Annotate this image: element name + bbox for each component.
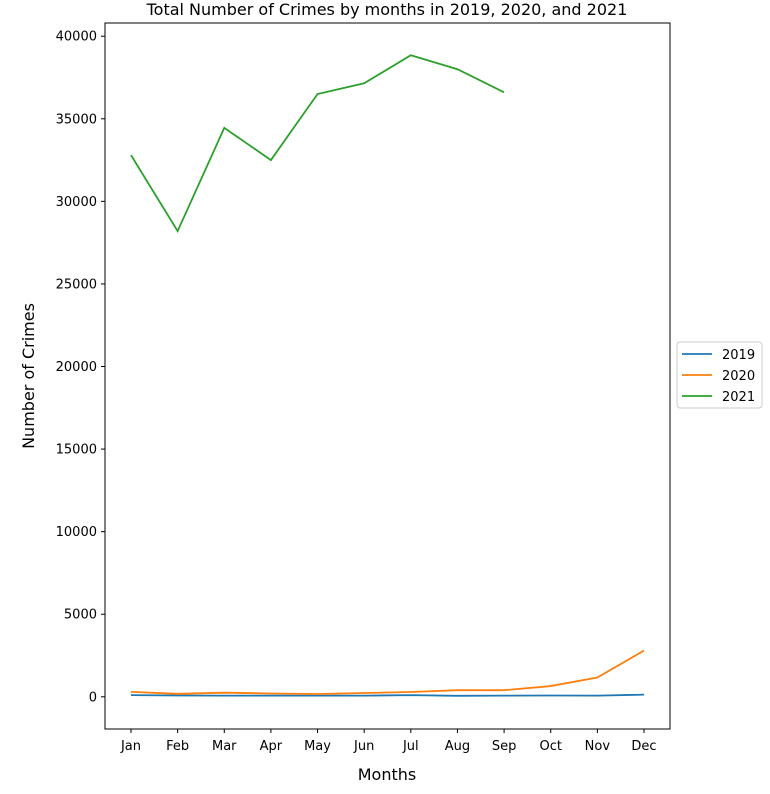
series-line-2020 — [130, 649, 645, 695]
y-tick-label: 15000 — [56, 443, 97, 458]
x-tick-label: Nov — [585, 739, 611, 754]
legend-label: 2020 — [722, 369, 755, 384]
y-tick-label: 40000 — [56, 30, 97, 45]
x-tick-label: Dec — [631, 739, 656, 754]
x-axis-label: Months — [358, 765, 416, 784]
x-tick-label: Oct — [539, 739, 561, 754]
y-tick-label: 30000 — [56, 195, 97, 210]
y-axis-label: Number of Crimes — [19, 303, 38, 449]
y-tick-label: 25000 — [56, 277, 97, 292]
y-tick-label: 0 — [89, 690, 97, 705]
y-tick-label: 10000 — [56, 525, 97, 540]
x-tick-label: Jun — [353, 739, 374, 754]
x-tick-label: Feb — [166, 739, 189, 754]
legend-label: 2021 — [722, 390, 755, 405]
x-tick-label: Jul — [402, 739, 419, 754]
x-tick-label: Aug — [445, 739, 470, 754]
legend-label: 2019 — [722, 348, 755, 363]
y-tick-label: 35000 — [56, 112, 97, 127]
legend: 2019 2020 2021 — [676, 341, 763, 409]
x-tick-label: Sep — [492, 739, 517, 754]
x-tick-label: May — [304, 739, 331, 754]
series-line-2021 — [130, 54, 505, 234]
x-tick-label: Apr — [260, 739, 283, 754]
x-tick-label: Mar — [212, 739, 237, 754]
chart-title: Total Number of Crimes by months in 2019… — [146, 0, 628, 19]
series-line-2019 — [130, 693, 645, 697]
y-tick-label: 20000 — [56, 360, 97, 375]
y-tick-label: 5000 — [64, 608, 97, 623]
plot-frame — [104, 22, 671, 730]
legend-box — [676, 341, 763, 409]
x-tick-label: Jan — [120, 739, 141, 754]
